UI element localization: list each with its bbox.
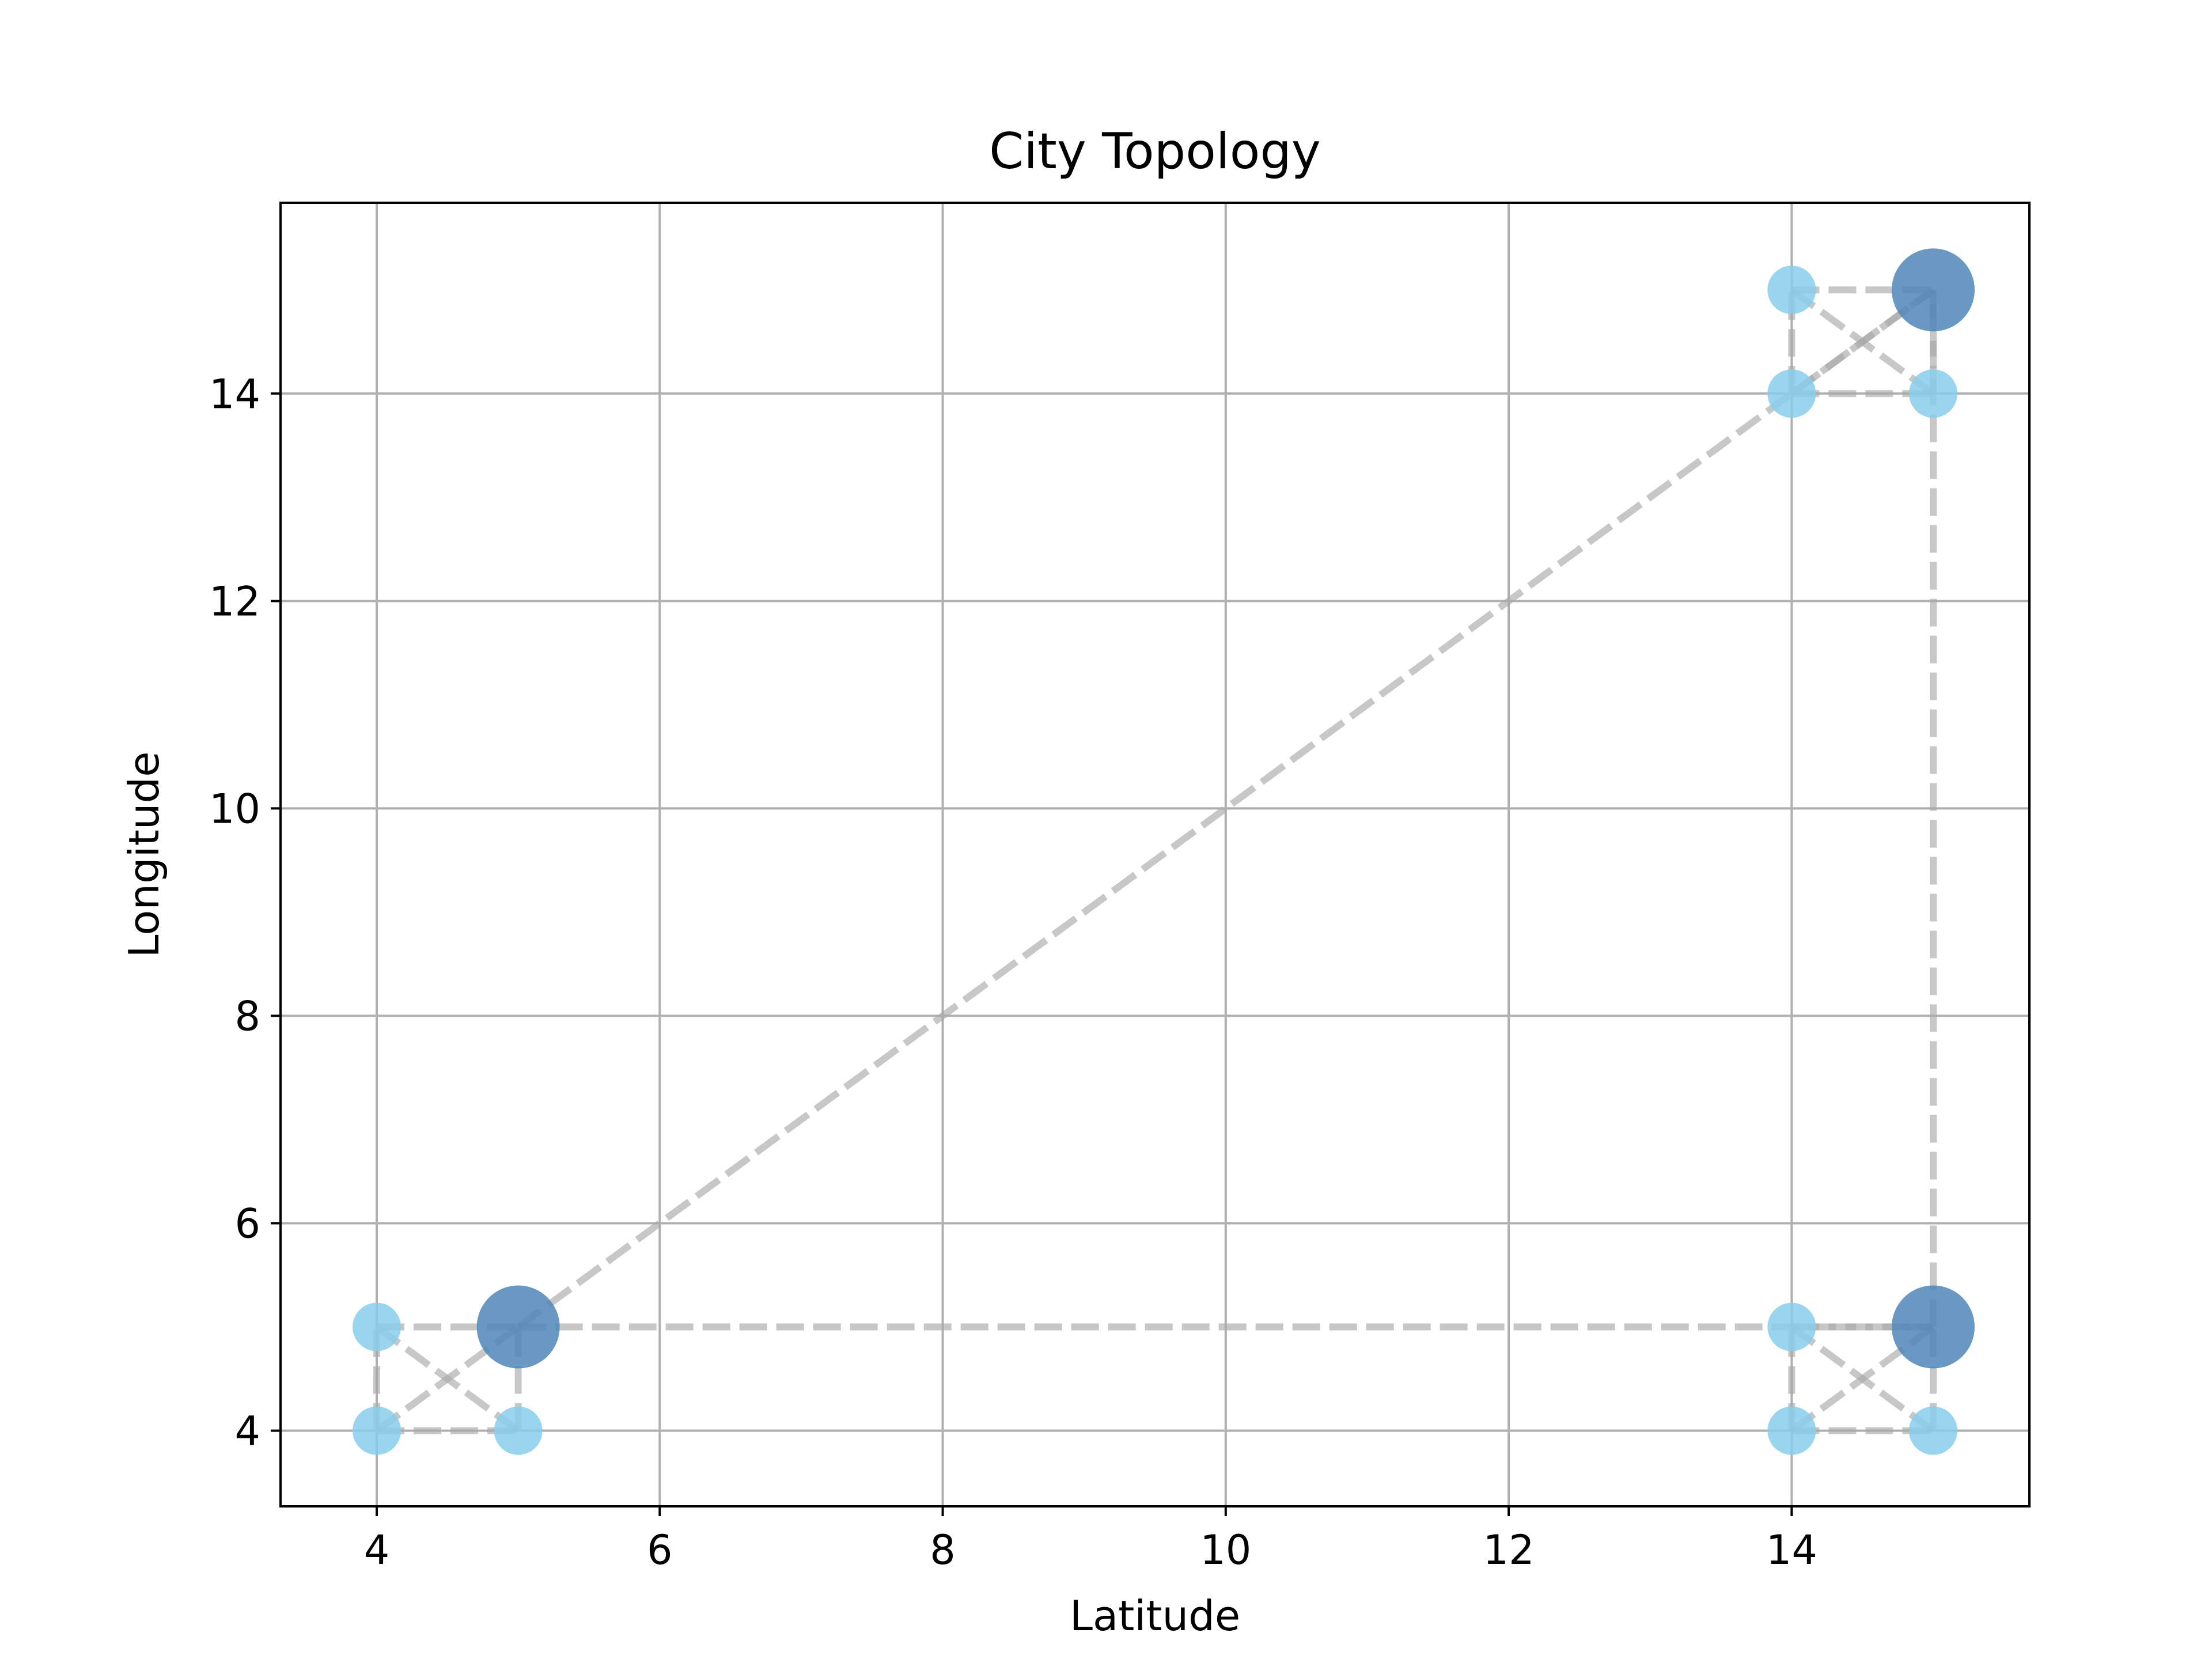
node-point: [1767, 1406, 1816, 1455]
y-tick-label: 6: [234, 1200, 260, 1248]
node-point: [1767, 266, 1816, 315]
x-axis-label: Latitude: [1070, 1592, 1240, 1640]
hub-point: [1891, 1285, 1975, 1369]
node-point: [353, 1302, 402, 1351]
y-tick-label: 8: [234, 993, 260, 1040]
plot-frame: [279, 202, 2031, 1508]
x-tick-label: 6: [647, 1527, 673, 1574]
y-tick-label: 10: [209, 785, 260, 832]
node-point: [1908, 369, 1957, 418]
node-point: [494, 1406, 543, 1455]
x-tick-label: 10: [1200, 1527, 1251, 1574]
y-tick-label: 12: [209, 578, 260, 625]
x-tick-label: 8: [930, 1527, 956, 1574]
hub-point: [476, 1285, 560, 1369]
x-tick-label: 12: [1483, 1527, 1535, 1574]
node-point: [1767, 369, 1816, 418]
points: [353, 248, 1975, 1455]
topology-edge: [1789, 287, 1936, 397]
grid: [281, 203, 2029, 1506]
node-point: [353, 1406, 402, 1455]
node-point: [1908, 1406, 1957, 1455]
topology-edge: [1789, 1324, 1936, 1434]
x-tick-label: 14: [1766, 1527, 1817, 1574]
topology-edge: [374, 1324, 521, 1434]
hub-point: [1891, 248, 1975, 332]
topology-edge: [516, 287, 1936, 1330]
chart-title: City Topology: [989, 123, 1321, 180]
y-tick-label: 14: [209, 370, 260, 418]
x-tick-label: 4: [364, 1527, 390, 1574]
node-point: [1767, 1302, 1816, 1351]
ticks: 4 6 8 10 12 14 4 6 8 10 12 14: [209, 370, 1817, 1574]
y-axis-label: Longitude: [120, 751, 168, 957]
y-tick-label: 4: [234, 1408, 260, 1455]
